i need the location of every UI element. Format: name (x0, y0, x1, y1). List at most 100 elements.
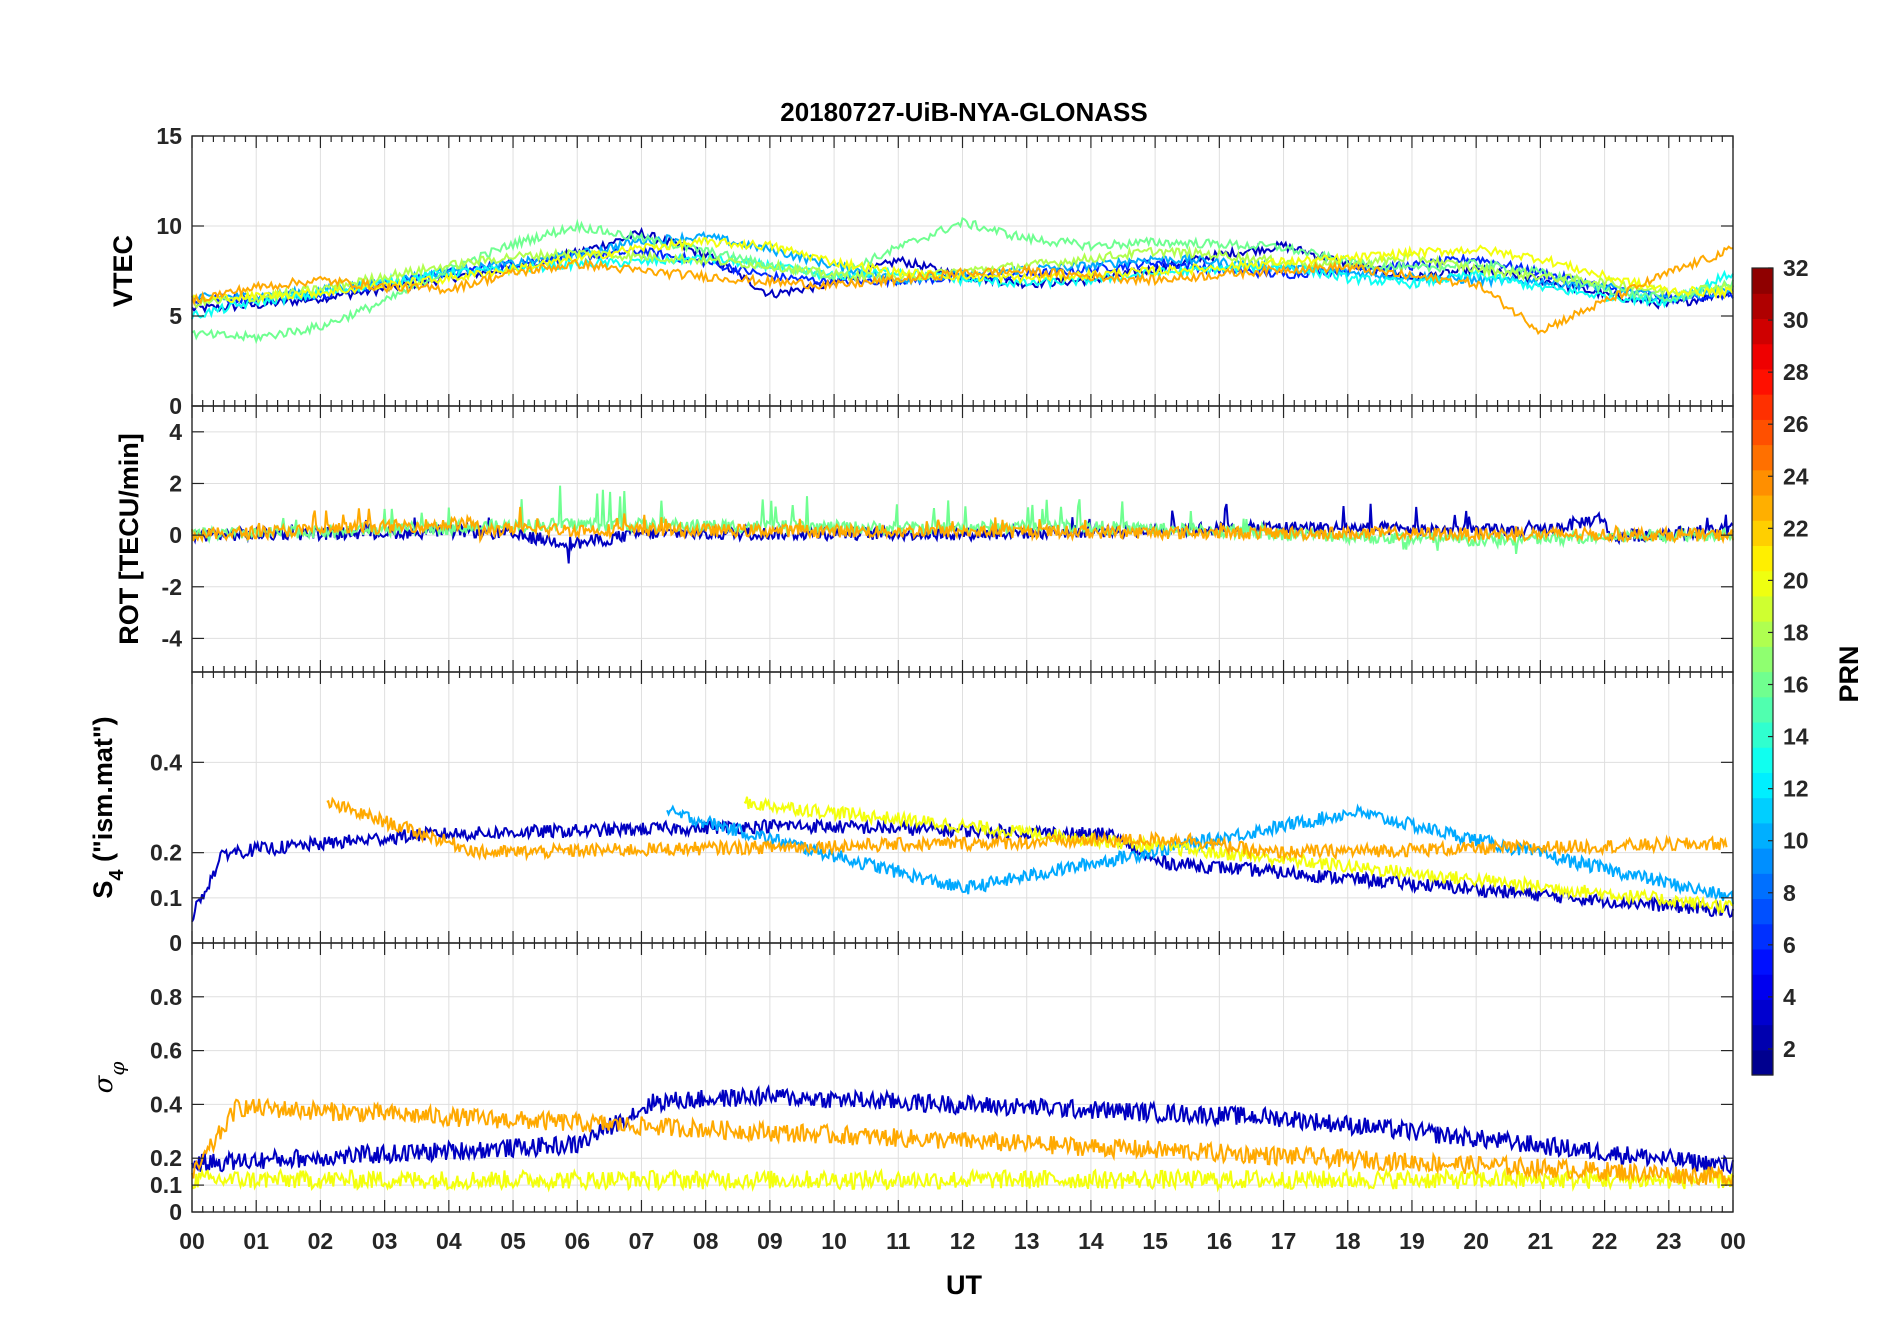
y-tick-label: 0 (169, 1199, 182, 1225)
colorbar-label: PRN (1834, 645, 1864, 702)
x-tick-label: 00 (179, 1228, 205, 1254)
x-tick-label: 21 (1528, 1228, 1554, 1254)
chart-title: 20180727-UiB-NYA-GLONASS (780, 97, 1148, 127)
colorbar-tick-label: 20 (1783, 567, 1809, 593)
x-tick-label: 09 (757, 1228, 783, 1254)
x-tick-label: 22 (1592, 1228, 1618, 1254)
x-tick-label: 16 (1207, 1228, 1233, 1254)
colorbar-swatch (1752, 494, 1773, 521)
series-line-prn-3 (191, 818, 1734, 923)
x-tick-label: 14 (1078, 1228, 1104, 1254)
colorbar-swatch (1752, 293, 1773, 320)
colorbar-swatch (1752, 999, 1773, 1026)
x-tick-label: 08 (693, 1228, 719, 1254)
x-tick-label: 12 (950, 1228, 976, 1254)
y-tick-label: 15 (156, 123, 182, 149)
y-tick-label: 0.8 (150, 984, 182, 1010)
x-tick-label: 02 (308, 1228, 334, 1254)
colorbar-swatch (1752, 822, 1773, 849)
y-tick-label: 0.4 (150, 1091, 182, 1117)
colorbar-swatch (1752, 343, 1773, 370)
colorbar-tick-label: 14 (1783, 724, 1809, 750)
x-tick-label: 00 (1720, 1228, 1746, 1254)
series-line-prn-23 (326, 796, 1728, 863)
colorbar-swatch (1752, 621, 1773, 647)
colorbar-swatch (1752, 772, 1773, 799)
colorbar-tick-label: 12 (1783, 776, 1809, 802)
colorbar-tick-label: 32 (1783, 255, 1809, 281)
colorbar-swatch (1752, 923, 1773, 950)
series-line-prn-23 (191, 1097, 1734, 1188)
series-line-prn-23 (191, 506, 1734, 545)
colorbar-swatch (1752, 898, 1773, 925)
colorbar-swatch (1752, 469, 1773, 496)
colorbar-tick-label: 28 (1783, 359, 1809, 385)
colorbar-swatch (1752, 545, 1773, 572)
colorbar-tick-label: 22 (1783, 515, 1809, 541)
y-tick-label: 0.1 (150, 1172, 182, 1198)
series-line-prn-20 (191, 1167, 1734, 1193)
colorbar-swatch (1752, 974, 1773, 1000)
y-tick-label: -2 (162, 574, 182, 600)
colorbar-frame (1751, 267, 1774, 1076)
series-line-prn-20 (743, 796, 1734, 916)
x-tick-label: 17 (1271, 1228, 1297, 1254)
colorbar-swatch (1752, 368, 1773, 395)
colorbar-swatch (1752, 268, 1773, 294)
y-tick-label: 0.6 (150, 1038, 182, 1064)
colorbar-swatch (1752, 873, 1773, 900)
y-tick-label: 4 (169, 419, 182, 445)
y-axis-label: VTEC (108, 235, 138, 307)
colorbar-tick-label: 8 (1783, 880, 1796, 906)
x-tick-label: 13 (1014, 1228, 1040, 1254)
x-tick-label: 20 (1463, 1228, 1489, 1254)
y-tick-label: 10 (156, 213, 182, 239)
colorbar-swatch (1752, 444, 1773, 471)
colorbar-tick-label: 6 (1783, 932, 1796, 958)
y-axis-label: S4 ("ism.mat") (88, 716, 128, 898)
x-tick-label: 15 (1142, 1228, 1168, 1254)
y-tick-label: 0.1 (150, 885, 182, 911)
series-line-prn-10 (666, 803, 1734, 905)
colorbar-swatch (1752, 948, 1773, 975)
colorbar-tick-label: 30 (1783, 307, 1809, 333)
y-tick-label: 0 (169, 930, 182, 956)
series-line-prn-23 (191, 245, 1734, 336)
x-tick-label: 07 (629, 1228, 655, 1254)
x-tick-label: 11 (886, 1228, 911, 1254)
x-tick-label: 06 (564, 1228, 590, 1254)
y-tick-label: 5 (169, 303, 182, 329)
colorbar-tick-label: 26 (1783, 411, 1809, 437)
colorbar-swatch (1752, 721, 1773, 748)
colorbar-tick-label: 2 (1783, 1036, 1796, 1062)
y-tick-label: 2 (169, 470, 182, 496)
x-tick-label: 03 (372, 1228, 398, 1254)
colorbar-swatch (1752, 848, 1773, 874)
colorbar-swatch (1752, 1024, 1773, 1051)
colorbar-swatch (1752, 394, 1773, 420)
series-line-prn-16 (191, 485, 1734, 555)
y-tick-label: 0 (169, 393, 182, 419)
x-tick-label: 05 (500, 1228, 526, 1254)
x-tick-label: 10 (821, 1228, 847, 1254)
colorbar-swatch (1752, 696, 1773, 723)
s4-panel: 0 0.1 0.2 0.4 S4 ("ism.mat") (88, 671, 1734, 956)
colorbar-swatch (1752, 520, 1773, 547)
colorbar-tick-label: 18 (1783, 619, 1809, 645)
x-tick-label: 19 (1399, 1228, 1425, 1254)
y-axis-label: ROT [TECU/min] (114, 433, 144, 644)
y-axis-label: σφ (89, 1062, 129, 1094)
y-tick-label: 0.4 (150, 749, 182, 775)
y-tick-label: -4 (162, 625, 183, 651)
colorbar-swatch (1752, 318, 1773, 345)
colorbar-tick-label: 16 (1783, 672, 1809, 698)
series-line-prn-3 (191, 1084, 1734, 1175)
colorbar-swatch (1752, 797, 1773, 824)
colorbar-tick-label: 4 (1783, 984, 1796, 1010)
x-tick-label: 04 (436, 1228, 462, 1254)
colorbar-swatch (1752, 671, 1773, 698)
x-axis-label: UT (946, 1270, 982, 1300)
vtec-panel: 0 5 10 15 VTEC (108, 123, 1734, 419)
